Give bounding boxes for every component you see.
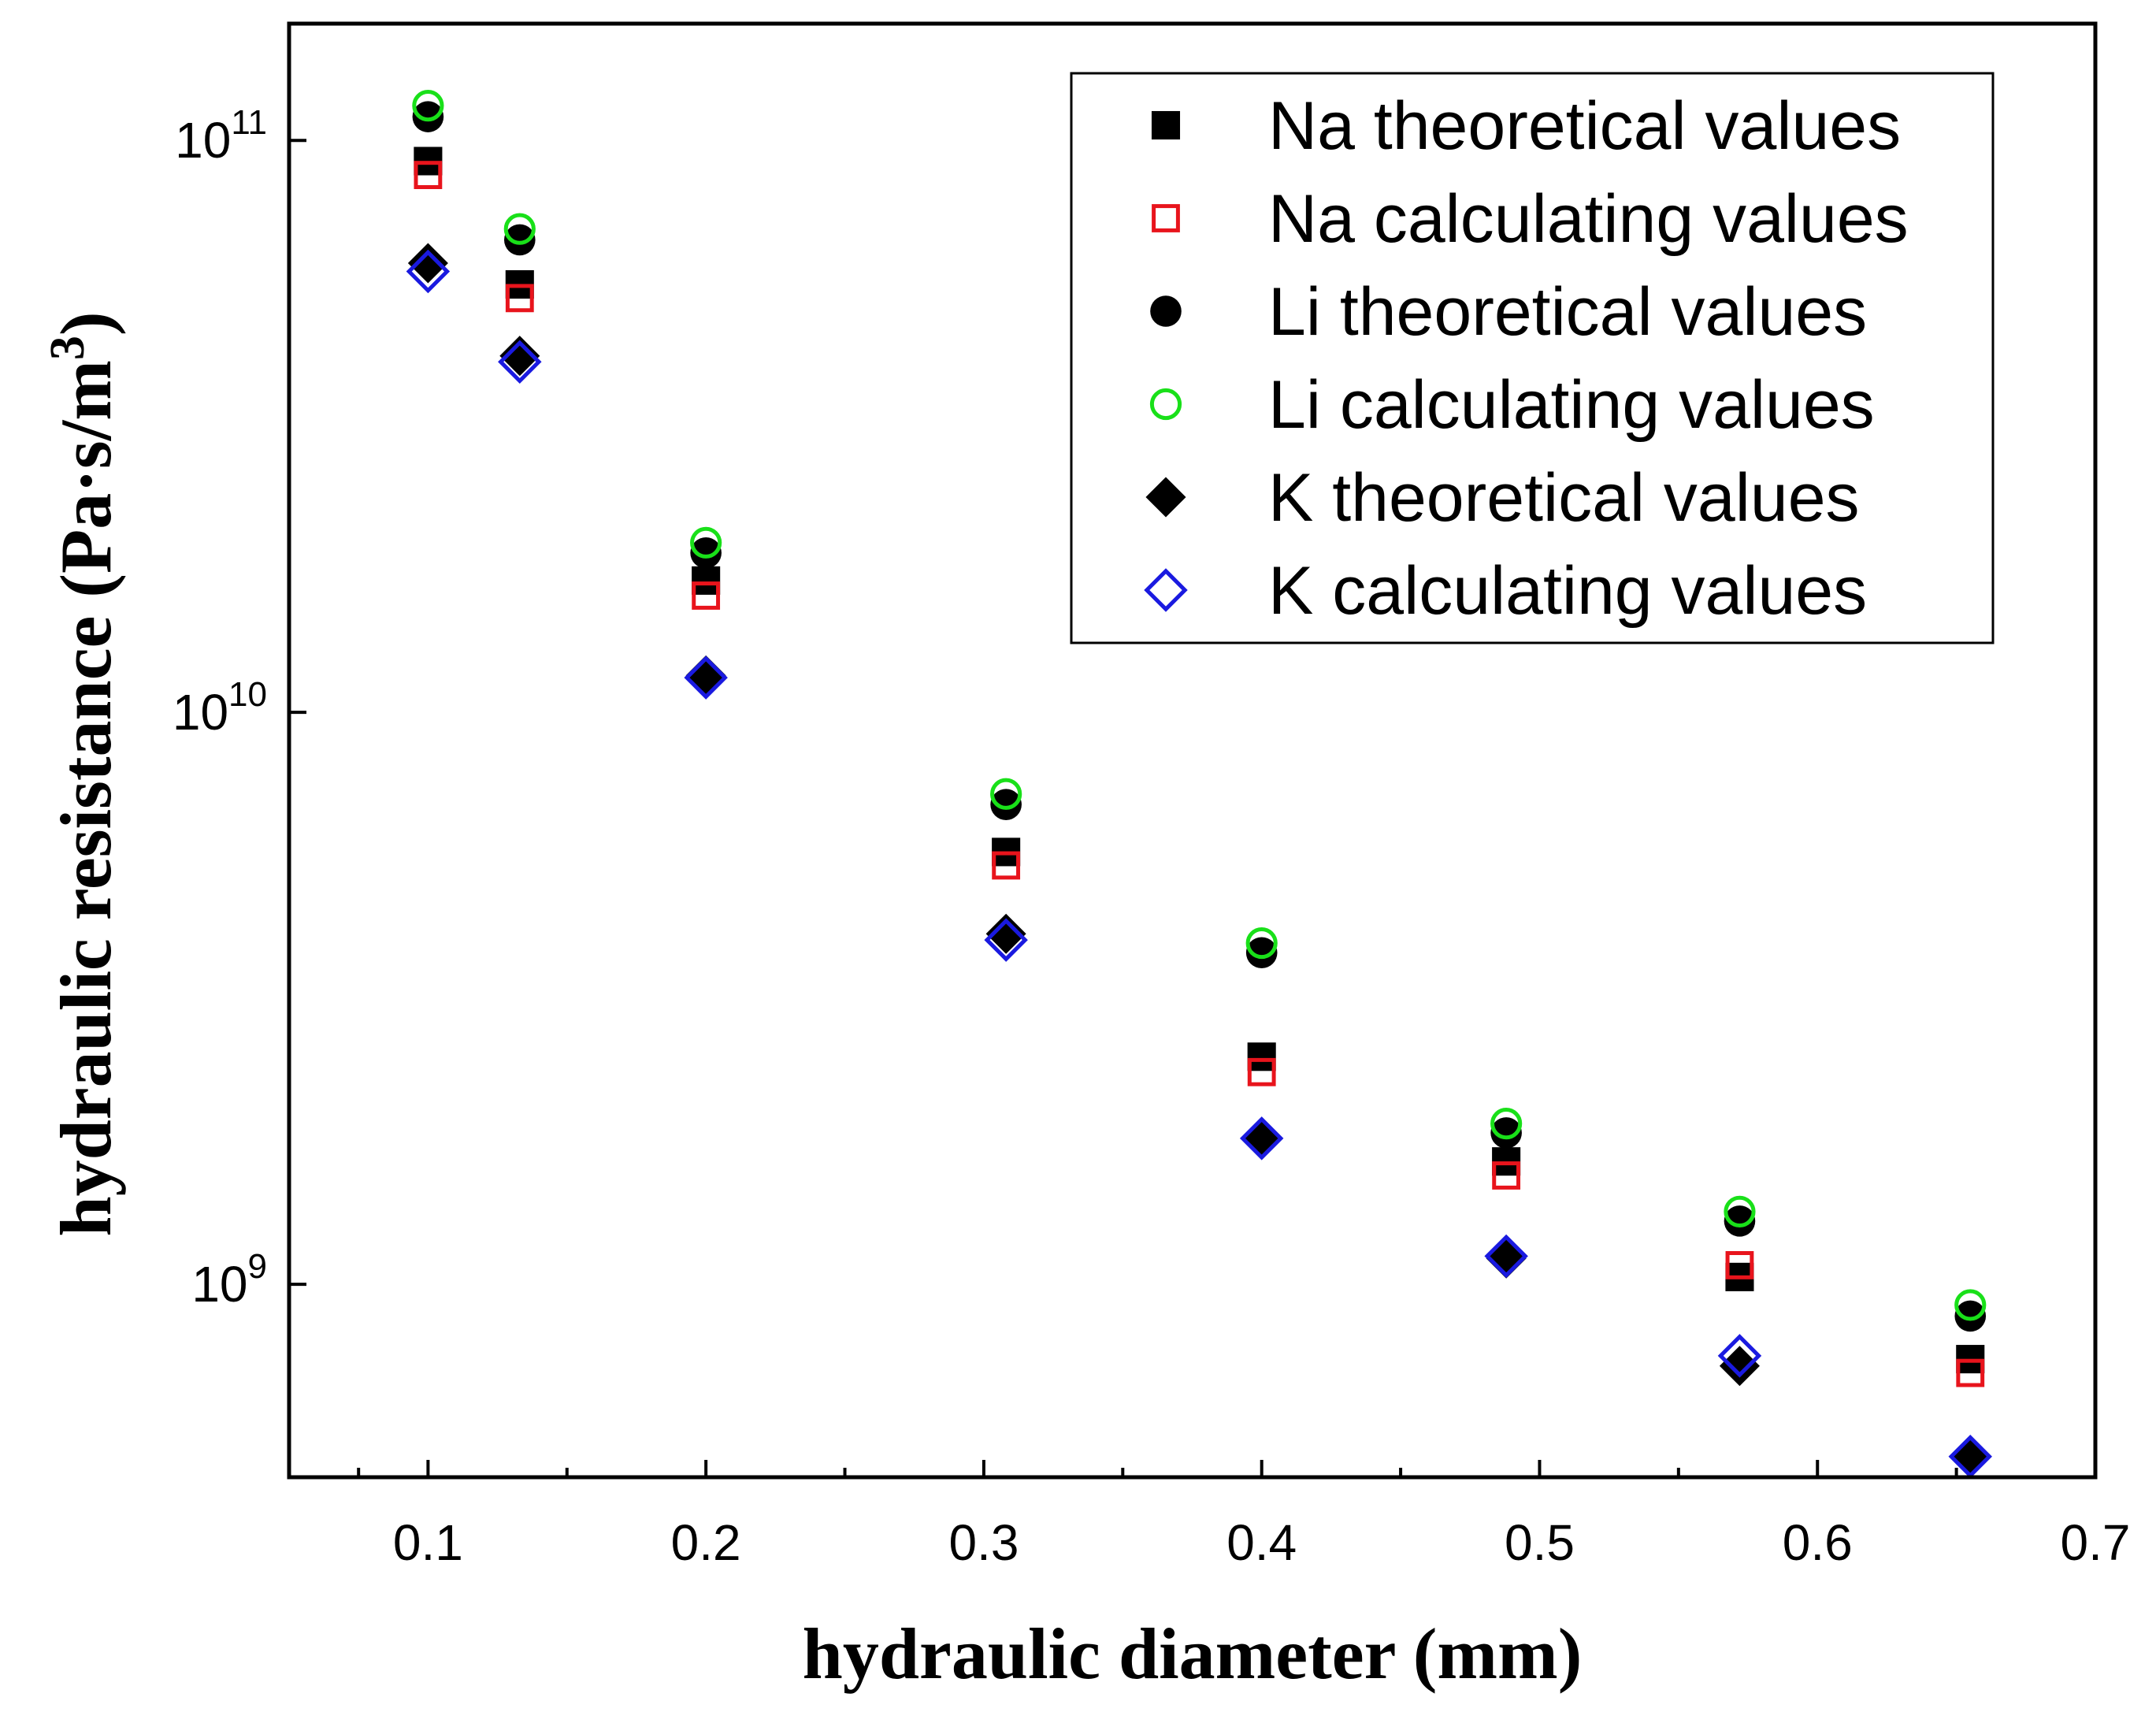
legend-marker bbox=[1152, 204, 1180, 232]
data-point bbox=[992, 851, 1021, 880]
data-point bbox=[498, 340, 542, 384]
y-tick-base: 10 bbox=[173, 684, 228, 741]
legend-marker bbox=[1150, 295, 1182, 327]
data-point bbox=[1719, 1346, 1760, 1387]
data-point bbox=[499, 336, 540, 377]
legend-label: Na calculating values bbox=[1268, 181, 1909, 257]
data-point bbox=[692, 581, 721, 610]
data-point bbox=[1725, 1251, 1754, 1279]
series-na-calculating-values bbox=[414, 161, 1985, 1387]
legend-label: K calculating values bbox=[1268, 553, 1867, 629]
legend-label: Li theoretical values bbox=[1268, 274, 1867, 350]
data-point bbox=[1490, 1117, 1522, 1149]
x-tick-label: 0.1 bbox=[393, 1514, 463, 1571]
x-tick-label: 0.5 bbox=[1505, 1514, 1575, 1571]
series-li-theoretical-values bbox=[412, 101, 1987, 1332]
legend-marker bbox=[1151, 110, 1181, 140]
x-axis-title: hydraulic diameter (mm) bbox=[803, 1614, 1583, 1694]
data-point bbox=[503, 213, 536, 245]
data-point bbox=[1724, 1205, 1756, 1237]
legend: Na theoretical values Na calculating valu… bbox=[1070, 72, 1995, 644]
x-tick-label: 0.3 bbox=[948, 1514, 1019, 1571]
data-point bbox=[412, 90, 444, 122]
data-point bbox=[505, 284, 534, 313]
y-tick-label: 109 bbox=[191, 1247, 267, 1313]
data-point bbox=[1717, 1334, 1762, 1378]
data-point bbox=[1490, 1108, 1523, 1140]
y-tick-exponent: 10 bbox=[228, 675, 267, 714]
legend-item: K theoretical values bbox=[1145, 460, 1860, 536]
legend-label: K theoretical values bbox=[1268, 460, 1860, 536]
y-tick-exponent: 11 bbox=[231, 103, 267, 142]
data-point bbox=[1245, 937, 1278, 969]
y-axis-title: hydraulic resistance (Pa·s/m3) bbox=[41, 311, 126, 1236]
data-point bbox=[1956, 1358, 1985, 1387]
y-axis-title-sup: 3 bbox=[41, 336, 95, 360]
data-point bbox=[684, 655, 728, 700]
y-tick-base: 10 bbox=[191, 1256, 247, 1313]
data-point bbox=[1245, 927, 1278, 960]
data-point bbox=[1484, 1234, 1528, 1279]
data-point bbox=[690, 526, 722, 559]
y-axis-title-main: hydraulic resistance (Pa·s/m bbox=[46, 360, 126, 1236]
data-point bbox=[412, 101, 444, 132]
data-point bbox=[1247, 1042, 1276, 1071]
data-point bbox=[1724, 1195, 1756, 1227]
legend-item: Li theoretical values bbox=[1150, 274, 1867, 350]
legend-item: Na theoretical values bbox=[1151, 88, 1901, 164]
data-point bbox=[1239, 1116, 1284, 1161]
legend-label: Na theoretical values bbox=[1268, 88, 1901, 164]
y-axis-title-close: ) bbox=[46, 311, 126, 336]
data-point bbox=[1247, 1057, 1276, 1086]
plot-frame bbox=[287, 21, 2098, 1480]
x-tick-label: 0.2 bbox=[671, 1514, 741, 1571]
y-tick-label: 1010 bbox=[173, 675, 267, 741]
legend-marker bbox=[1144, 568, 1188, 612]
data-point bbox=[503, 224, 536, 256]
data-point bbox=[984, 918, 1028, 962]
legend-item: Na calculating values bbox=[1152, 181, 1909, 257]
legend-item: K calculating values bbox=[1144, 553, 1867, 629]
data-point bbox=[407, 243, 448, 284]
y-tick-label: 1011 bbox=[175, 103, 267, 169]
data-point bbox=[1492, 1161, 1521, 1190]
data-point bbox=[406, 249, 451, 294]
series-li-calculating-values bbox=[412, 90, 1987, 1321]
y-tick-exponent: 9 bbox=[248, 1247, 267, 1286]
data-point bbox=[990, 789, 1022, 820]
x-tick-label: 0.6 bbox=[1783, 1514, 1853, 1571]
data-point bbox=[690, 537, 722, 569]
legend-box bbox=[1070, 72, 1995, 644]
legend-items: Na theoretical values Na calculating valu… bbox=[1144, 88, 1909, 629]
data-point bbox=[1954, 1300, 1987, 1332]
data-point bbox=[990, 778, 1022, 810]
x-tick-label: 0.7 bbox=[2061, 1514, 2131, 1571]
legend-marker bbox=[1145, 477, 1186, 518]
x-tick-label: 0.4 bbox=[1226, 1514, 1297, 1571]
data-point bbox=[1954, 1289, 1987, 1321]
data-point bbox=[985, 913, 1026, 954]
y-tick-base: 10 bbox=[175, 112, 231, 169]
legend-item: Li calculating values bbox=[1149, 367, 1875, 443]
legend-marker bbox=[1149, 388, 1182, 421]
data-point bbox=[414, 161, 443, 189]
data-marks bbox=[406, 90, 1992, 1479]
data-point bbox=[692, 566, 721, 595]
legend-label: Li calculating values bbox=[1268, 367, 1875, 443]
